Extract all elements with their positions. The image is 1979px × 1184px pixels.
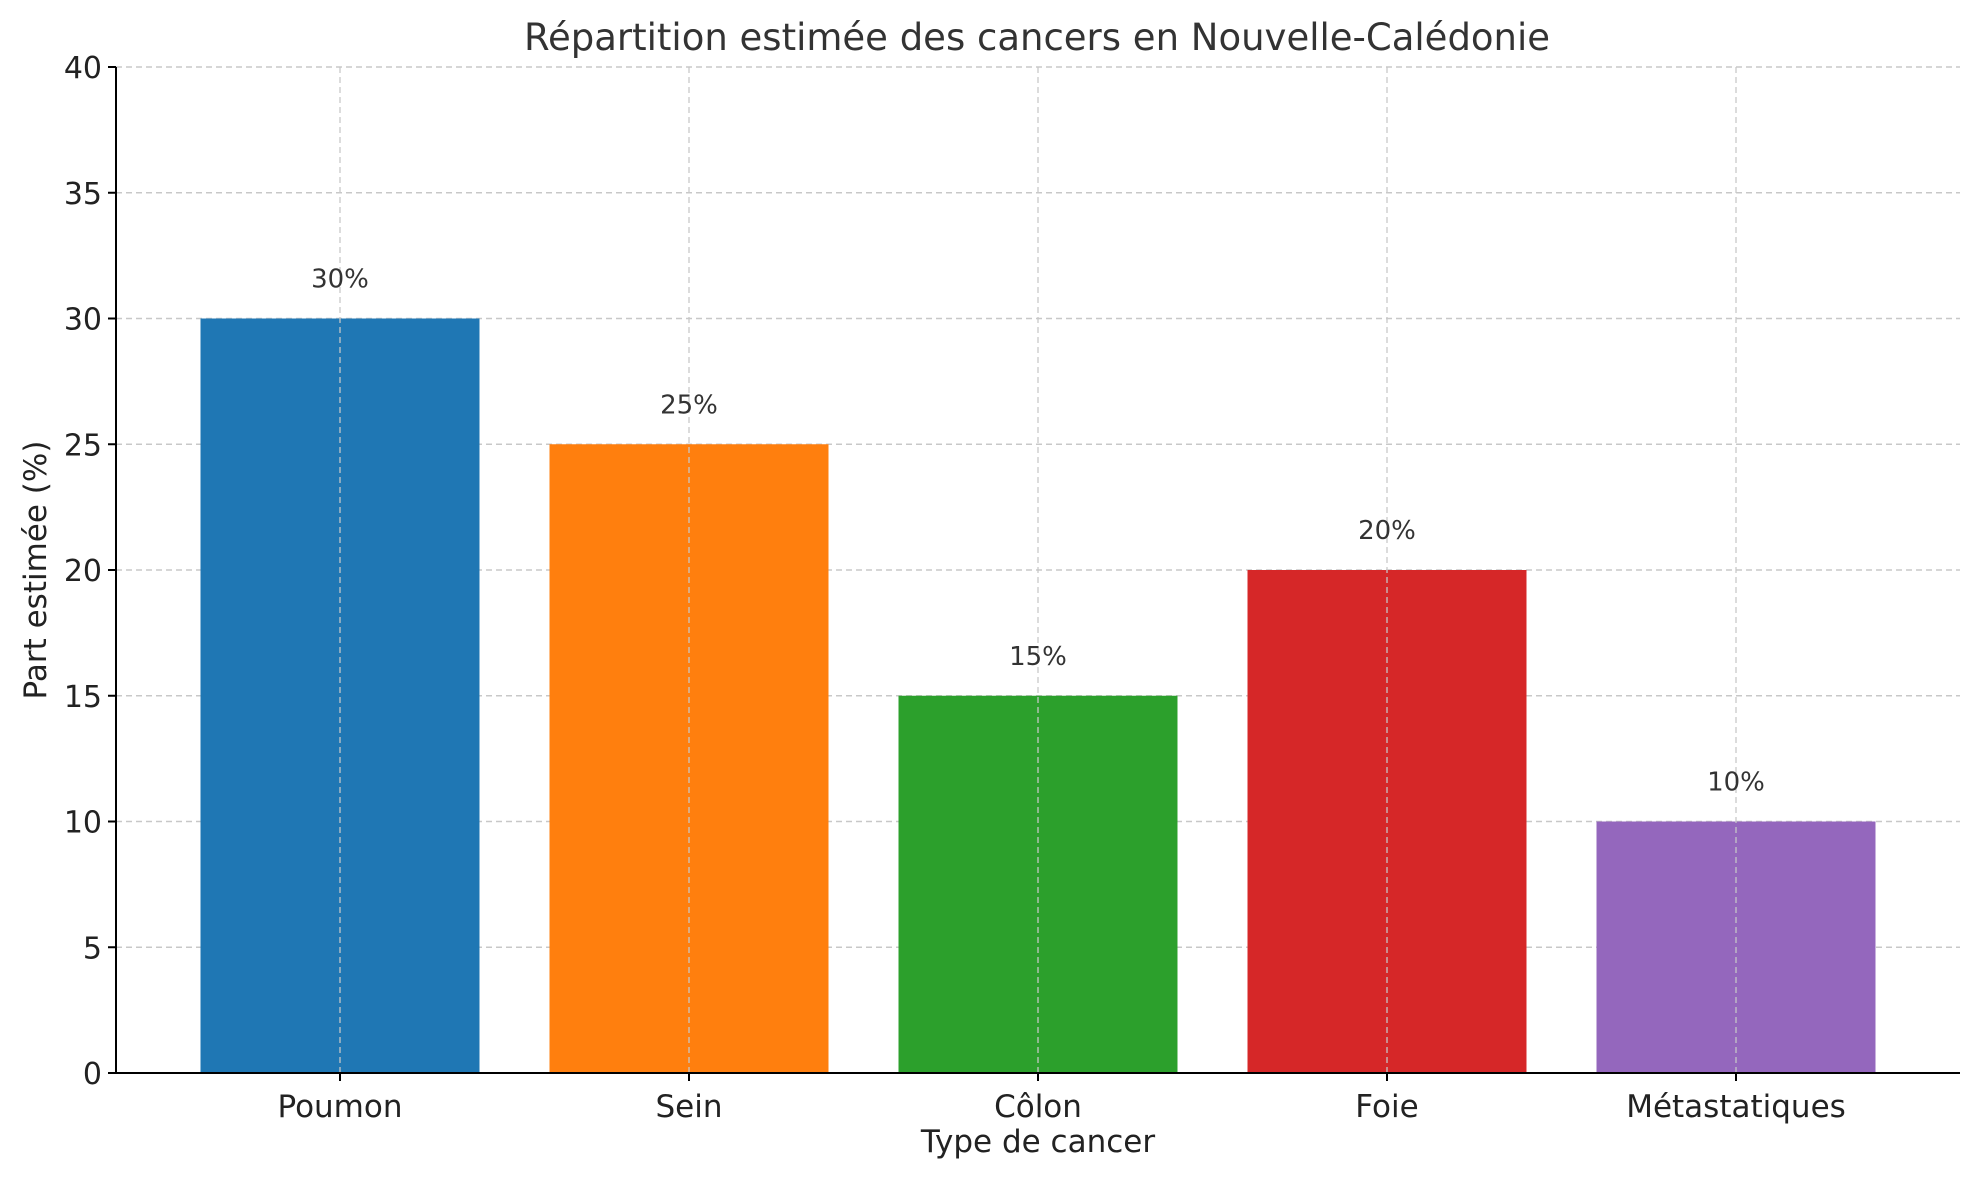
x-tick-label: Foie xyxy=(1355,1089,1418,1125)
y-tick-label: 40 xyxy=(64,51,102,86)
x-tick-label: Métastatiques xyxy=(1626,1089,1846,1125)
data-label: 20% xyxy=(1358,516,1416,546)
y-tick-label: 20 xyxy=(64,554,102,589)
data-label: 15% xyxy=(1009,642,1067,672)
y-tick-label: 15 xyxy=(64,680,102,715)
y-tick-label: 5 xyxy=(83,931,102,966)
y-tick-label: 30 xyxy=(64,303,102,338)
y-tick-label: 10 xyxy=(64,806,102,841)
x-axis-label: Type de cancer xyxy=(920,1124,1155,1160)
y-axis-label: Part estimée (%) xyxy=(18,441,54,700)
vertical-grid-lines xyxy=(339,67,1737,1073)
data-label: 30% xyxy=(311,265,369,295)
x-tick-label: Côlon xyxy=(994,1089,1082,1125)
y-tick-label: 0 xyxy=(83,1057,102,1092)
y-ticks: 0 5 10 15 20 25 30 35 40 xyxy=(64,51,116,1092)
x-tick-label: Poumon xyxy=(277,1089,402,1125)
data-label: 25% xyxy=(660,390,718,420)
y-tick-label: 35 xyxy=(64,177,102,212)
y-tick-label: 25 xyxy=(64,428,102,463)
x-tick-label: Sein xyxy=(655,1089,722,1125)
chart-title: Répartition estimée des cancers en Nouve… xyxy=(524,16,1550,59)
data-label: 10% xyxy=(1707,768,1765,798)
x-ticks: Poumon Sein Côlon Foie Métastatiques xyxy=(277,1073,1846,1125)
data-labels: 30% 25% 15% 20% 10% xyxy=(311,265,1765,798)
